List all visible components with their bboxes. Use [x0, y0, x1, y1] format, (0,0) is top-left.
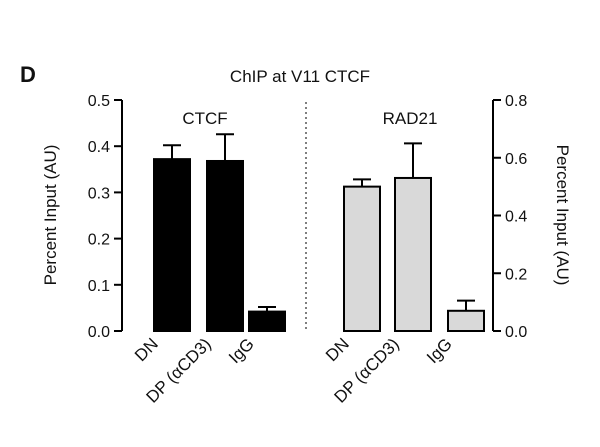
- x-tick-label: DN: [131, 334, 162, 365]
- y-tick-label: 0.0: [505, 324, 527, 341]
- right-y-axis-label: Percent Input (AU): [553, 145, 572, 286]
- y-tick-label: 0.3: [88, 185, 110, 202]
- y-tick-label: 0.2: [88, 232, 110, 249]
- right-y-ticks: 0.0 0.2 0.4 0.6 0.8: [493, 93, 527, 341]
- bar: [394, 176, 432, 332]
- panel-title-rad21: RAD21: [383, 109, 438, 128]
- x-tick-label: DN: [322, 334, 353, 365]
- x-tick-label: IgG: [423, 334, 456, 367]
- error-bars: [163, 133, 475, 312]
- panel-title-ctcf: CTCF: [182, 109, 227, 128]
- bars: [153, 158, 485, 333]
- y-tick-label: 0.6: [505, 151, 527, 168]
- y-tick-label: 0.5: [88, 93, 110, 110]
- y-tick-label: 0.1: [88, 278, 110, 295]
- y-tick-label: 0.4: [88, 139, 110, 156]
- y-tick-label: 0.4: [505, 209, 527, 226]
- bar: [447, 309, 485, 333]
- left-y-ticks: 0.0 0.1 0.2 0.3 0.4 0.5: [88, 93, 122, 341]
- panel-label: D: [20, 62, 36, 87]
- y-tick-label: 0.2: [505, 266, 527, 283]
- bar: [206, 159, 244, 332]
- bar: [153, 158, 191, 332]
- bar: [343, 185, 381, 332]
- chart-title: ChIP at V11 CTCF: [230, 67, 370, 86]
- y-tick-label: 0.8: [505, 93, 527, 110]
- y-tick-label: 0.0: [88, 324, 110, 341]
- left-y-axis: Percent Input (AU): [41, 100, 123, 331]
- bar: [248, 310, 286, 333]
- left-y-axis-label: Percent Input (AU): [41, 145, 60, 286]
- x-tick-label: IgG: [225, 334, 258, 367]
